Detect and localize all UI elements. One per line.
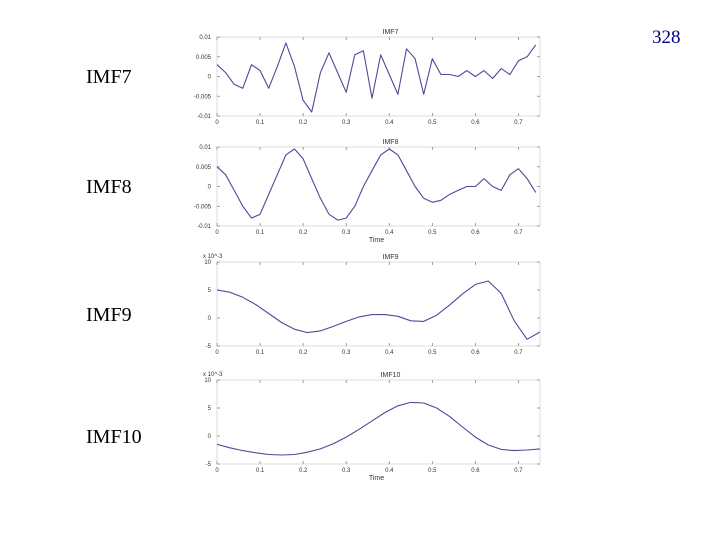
- imf-panel-2-ytick-label: -0.01: [197, 224, 211, 230]
- imf-panel-4-xtick-label: 0.5: [428, 468, 437, 474]
- imf8-label: IMF8: [86, 176, 132, 198]
- imf-panel-4-xtick-label: 0: [215, 468, 219, 474]
- imf-panel-3-xtick-label: 0.5: [428, 350, 437, 356]
- imf-panel-4-ytick-label: 5: [208, 406, 212, 412]
- imf-panel-3-ytick-label: 10: [204, 260, 211, 266]
- imf-panel-4-ytick-label: 0: [208, 434, 212, 440]
- imf-panel-4-xtick-label: 0.1: [256, 468, 265, 474]
- imf-panel-2-ytick-label: -0.005: [194, 204, 212, 210]
- imf-panel-4-xtick-label: 0.4: [385, 468, 394, 474]
- imf-panel-1-ytick-label: 0.005: [196, 55, 212, 61]
- imf-panel-1-title: IMF7: [383, 29, 399, 36]
- imf-panel-1-frame: [216, 36, 541, 117]
- imf-panel-2-xtick-label: 0.5: [428, 230, 437, 236]
- imf-panel-2-xtick-label: 0.6: [471, 230, 480, 236]
- imf-panel-1-xtick-label: 0.7: [514, 120, 523, 126]
- imf-panel-1-xtick-label: 0.5: [428, 120, 437, 126]
- imf-panel-4-title: IMF10: [381, 372, 401, 379]
- imf-panel-4-xtick-label: 0.6: [471, 468, 480, 474]
- imf-panel-2-xtick-label: 0: [215, 230, 219, 236]
- imf-panel-2-ytick-label: 0: [208, 185, 212, 191]
- imf-panel-2-ytick-label: 0.005: [196, 165, 212, 171]
- imf-panel-1-xtick-label: 0.2: [299, 120, 308, 126]
- imf-panel-3-xtick-label: 0.1: [256, 350, 265, 356]
- imf-panel-4-ytick-label: 10: [204, 378, 211, 384]
- imf9-label: IMF9: [86, 304, 132, 326]
- imf-panel-4-xtick-label: 0.3: [342, 468, 351, 474]
- imf-panel-2-xtick-label: 0.4: [385, 230, 394, 236]
- imf-panel-1-xtick-label: 0.6: [471, 120, 480, 126]
- imf7-label: IMF7: [86, 66, 132, 88]
- imf-panel-2-xtick-label: 0.3: [342, 230, 351, 236]
- imf-panel-2-xlabel: Time: [369, 237, 384, 244]
- imf-panel-3-scale-label: x 10^-3: [203, 254, 223, 260]
- imf-panel-2-title: IMF8: [383, 139, 399, 146]
- imf-panel-1-ytick-label: 0: [208, 75, 212, 81]
- imf10-label: IMF10: [86, 426, 142, 448]
- imf-panel-3-ytick-label: 5: [208, 288, 212, 294]
- imf-panel-1-xtick-label: 0.4: [385, 120, 394, 126]
- imf-panel-3-xtick-label: 0.2: [299, 350, 308, 356]
- imf-panel-2-ytick-label: 0.01: [199, 145, 211, 151]
- imf-panel-3-xtick-label: 0.3: [342, 350, 351, 356]
- imf-panel-2-xtick-label: 0.7: [514, 230, 523, 236]
- imf-panel-1-xtick-label: 0.3: [342, 120, 351, 126]
- imf-panel-4-series-line: [216, 401, 541, 456]
- imf-panel-3-ytick-label: -5: [206, 344, 212, 350]
- imf-panel-3-xtick-label: 0.7: [514, 350, 523, 356]
- imf-panel-1-series-line: [216, 42, 537, 113]
- imf-panel-3-xtick-label: 0.6: [471, 350, 480, 356]
- imf-panel-1-ytick-label: 0.01: [199, 35, 211, 41]
- imf-panel-1-xtick-label: 0.1: [256, 120, 265, 126]
- imf-panel-4-scale-label: x 10^-3: [203, 372, 223, 378]
- imf-panel-1-ytick-label: -0.005: [194, 94, 212, 100]
- imf-panel-1-xtick-label: 0: [215, 120, 219, 126]
- imf-panel-4-xlabel: Time: [369, 475, 384, 482]
- imf-panel-2-xtick-label: 0.2: [299, 230, 308, 236]
- page-number: 328: [652, 27, 681, 48]
- imf-panel-3-frame: [216, 261, 541, 347]
- imf-panel-1-ytick-label: -0.01: [197, 114, 211, 120]
- imf-panel-4-ytick-label: -5: [206, 462, 212, 468]
- imf-panel-3-xtick-label: 0: [215, 350, 219, 356]
- imf-panel-3-ytick-label: 0: [208, 316, 212, 322]
- imf-panel-4-frame: [216, 379, 541, 465]
- imf-panel-2-series-line: [216, 148, 537, 221]
- imf-panel-4-xtick-label: 0.2: [299, 468, 308, 474]
- imf-panel-2-xtick-label: 0.1: [256, 230, 265, 236]
- imf-panel-4-xtick-label: 0.7: [514, 468, 523, 474]
- imf-panel-3-title: IMF9: [383, 254, 399, 261]
- imf-panel-3-xtick-label: 0.4: [385, 350, 394, 356]
- imf-panel-3-series-line: [216, 280, 541, 340]
